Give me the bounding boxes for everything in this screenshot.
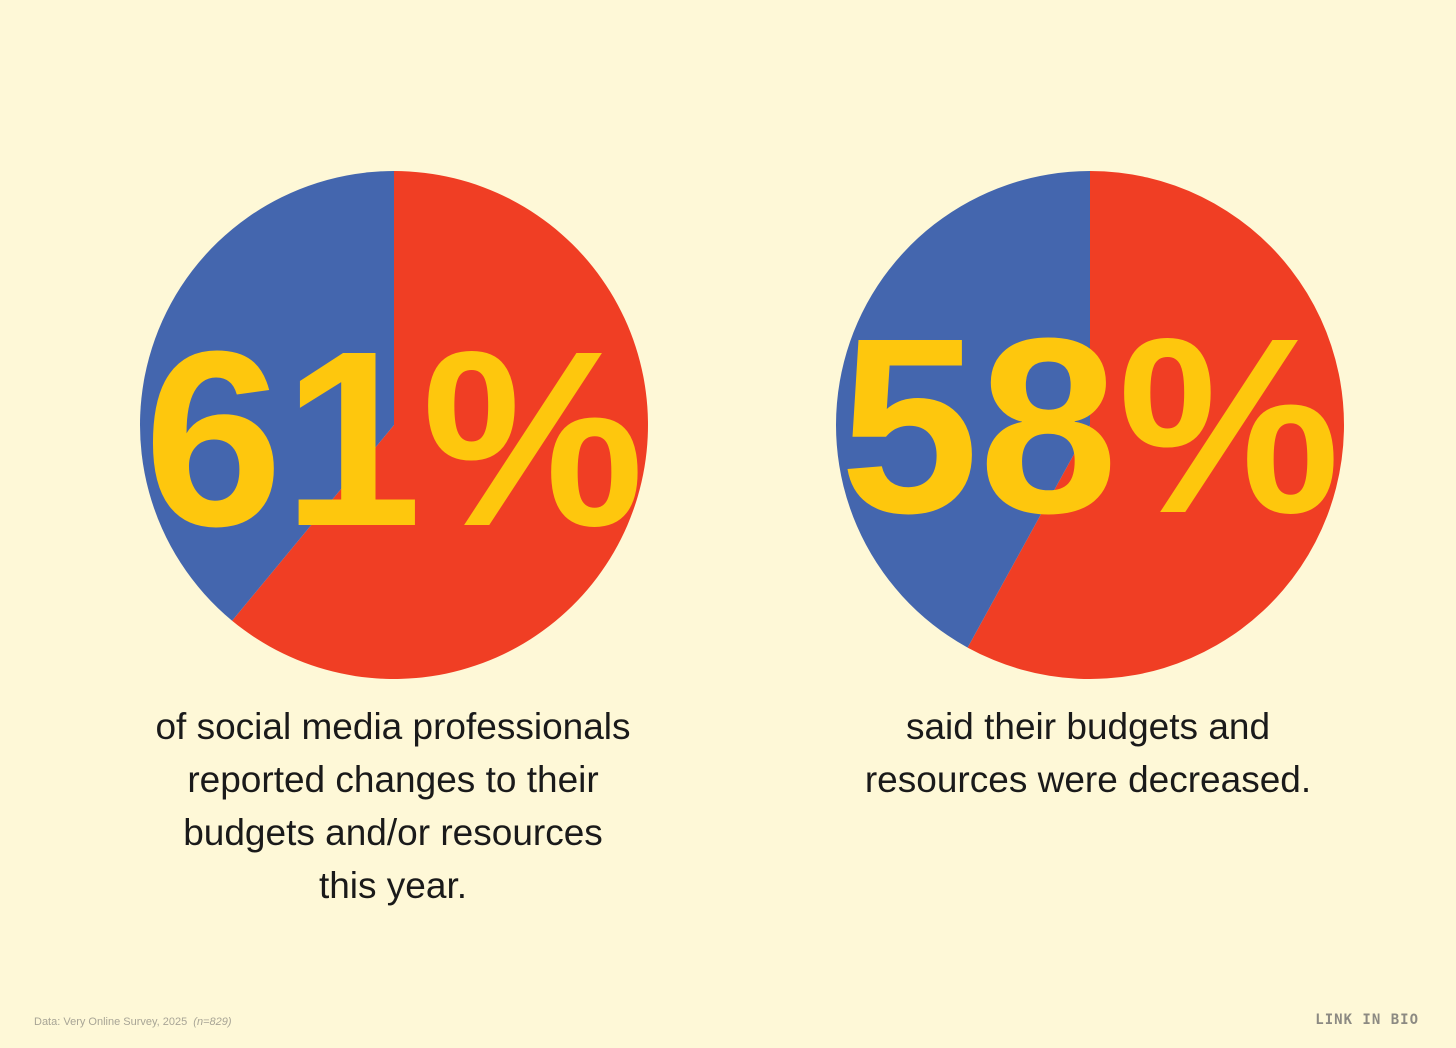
data-source-note: Data: Very Online Survey, 2025 (n=829) bbox=[34, 1016, 232, 1028]
caption-line: this year. bbox=[318, 865, 468, 906]
pie-chart-decreased bbox=[835, 171, 1344, 679]
caption-changes: of social media professionals reported c… bbox=[93, 700, 693, 912]
percent-label-changes: 61% bbox=[144, 299, 644, 578]
pie-chart-changes bbox=[139, 171, 648, 679]
caption-line: of social media professionals bbox=[155, 706, 631, 747]
percent-label-decreased: 58% bbox=[840, 286, 1340, 565]
sample-size: (n=829) bbox=[193, 1016, 232, 1028]
pie-slice-remainder bbox=[139, 171, 394, 621]
caption-decreased: said their budgets and resources were de… bbox=[788, 700, 1388, 806]
brand-logo: LINK IN BIO bbox=[1315, 1012, 1419, 1028]
caption-line: said their budgets and bbox=[905, 706, 1271, 747]
caption-line: resources were decreased. bbox=[864, 759, 1312, 800]
caption-line: reported changes to their bbox=[187, 759, 599, 800]
pie-slice-primary bbox=[967, 171, 1344, 679]
pie-slice-remainder bbox=[835, 171, 1090, 648]
pie-slice-primary bbox=[232, 171, 648, 679]
caption-line: budgets and/or resources bbox=[183, 812, 603, 853]
source-text: Data: Very Online Survey, 2025 bbox=[34, 1016, 188, 1028]
